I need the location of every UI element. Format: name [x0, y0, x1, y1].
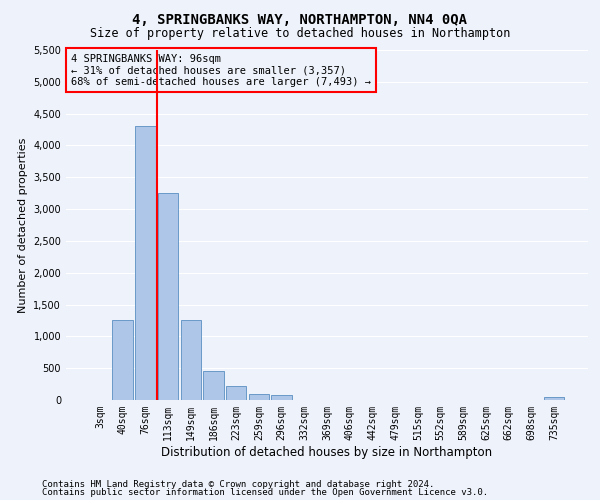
Bar	[248, 394, 269, 400]
Y-axis label: Number of detached properties: Number of detached properties	[18, 138, 28, 312]
Bar	[181, 320, 201, 400]
Text: 4, SPRINGBANKS WAY, NORTHAMPTON, NN4 0QA: 4, SPRINGBANKS WAY, NORTHAMPTON, NN4 0QA	[133, 12, 467, 26]
Bar	[158, 193, 178, 400]
Bar	[226, 386, 247, 400]
Text: Contains HM Land Registry data © Crown copyright and database right 2024.: Contains HM Land Registry data © Crown c…	[42, 480, 434, 489]
Bar	[203, 372, 224, 400]
Text: 4 SPRINGBANKS WAY: 96sqm
← 31% of detached houses are smaller (3,357)
68% of sem: 4 SPRINGBANKS WAY: 96sqm ← 31% of detach…	[71, 54, 371, 86]
Bar	[544, 397, 564, 400]
Bar	[271, 395, 292, 400]
Text: Size of property relative to detached houses in Northampton: Size of property relative to detached ho…	[90, 28, 510, 40]
Bar	[112, 320, 133, 400]
X-axis label: Distribution of detached houses by size in Northampton: Distribution of detached houses by size …	[161, 446, 493, 458]
Bar	[135, 126, 155, 400]
Text: Contains public sector information licensed under the Open Government Licence v3: Contains public sector information licen…	[42, 488, 488, 497]
